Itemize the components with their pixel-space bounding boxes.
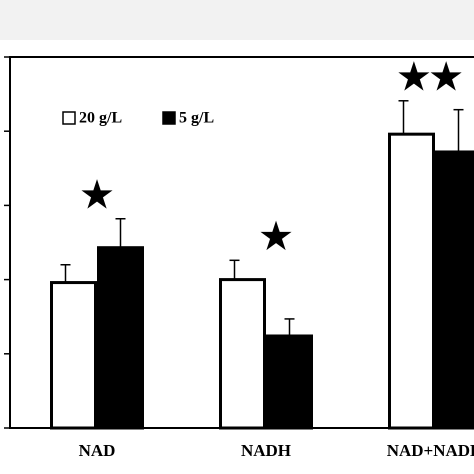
bar [50,281,97,430]
legend-swatch [62,111,76,125]
cropped-top [0,0,474,40]
legend-label: 20 g/L [79,110,122,127]
bar [219,278,266,430]
legend-label: 5 g/L [179,110,214,127]
bar [388,132,435,430]
bar [435,150,474,430]
bar [266,334,313,430]
x-tick-label: NAD+NADH [387,441,474,460]
annotation: ★ [260,217,292,257]
x-tick-label: NAD [79,441,116,460]
annotation: ★★ [398,57,463,97]
x-tick-label: NADH [241,441,291,460]
annotation: ★ [81,175,113,215]
legend-swatch [162,111,176,125]
bar [97,246,144,430]
